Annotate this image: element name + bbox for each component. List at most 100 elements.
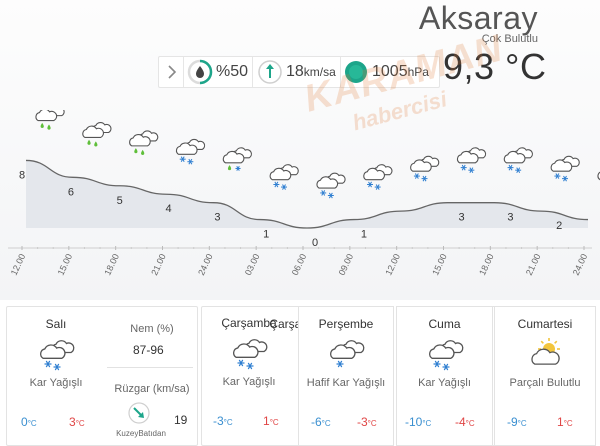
temperature-value-label: 3 xyxy=(214,212,220,224)
forecast-day-1[interactable]: Çarşamba Kar Yağışlı -3°C 1°C xyxy=(201,306,297,446)
min-temp-unit: °C xyxy=(422,419,432,428)
condition-text: Parçalı Bulutlu xyxy=(509,377,581,389)
max-temp-unit: °C xyxy=(367,419,377,428)
day-name: Çarşamba xyxy=(221,316,277,330)
snow-icon xyxy=(363,164,393,190)
day-name: Salı xyxy=(45,317,67,331)
max-temp: 3°C xyxy=(69,415,85,429)
min-temp: 0°C xyxy=(21,415,37,429)
forecast-day-4[interactable]: Cumartesi Parçalı Bulutlu -9°C 1°C xyxy=(494,306,596,446)
humidity-value: %50 xyxy=(216,63,249,80)
expand-chevron-icon[interactable] xyxy=(163,61,181,83)
temperature-value-label: 3 xyxy=(459,212,465,224)
daily-forecast: Salı Kar Yağışlı 0°C 3°C Nem (%) 87-96 R… xyxy=(0,306,600,446)
min-temp-value: -3 xyxy=(213,414,224,428)
wind-speed-unit: km/sa xyxy=(303,65,336,79)
temperature-value-label: 5 xyxy=(117,195,123,207)
current-condition: Çok Bulutlu xyxy=(481,33,538,45)
temperature-value-label: 8 xyxy=(19,169,25,181)
snow-icon xyxy=(229,336,269,370)
x-tick-label: 21.00 xyxy=(149,252,168,277)
forecast-card-today[interactable]: Salı Kar Yağışlı 0°C 3°C Nem (%) 87-96 R… xyxy=(6,306,198,446)
current-weather-panel: Aksaray Çok Bulutlu %50 18km/sa xyxy=(0,0,600,300)
rain-icon xyxy=(82,121,112,147)
min-temp: -3°C xyxy=(213,414,233,428)
snow-icon xyxy=(269,164,299,190)
condition-text: Hafif Kar Yağışlı xyxy=(306,377,386,389)
max-temp-value: 3 xyxy=(69,415,76,429)
temperature-value-label: 2 xyxy=(556,220,562,232)
max-temp-value: -3 xyxy=(357,415,368,429)
temperature-value-label: 3 xyxy=(507,212,513,224)
pressure-unit: hPa xyxy=(407,65,429,79)
wind-direction: KuzeyBatıdan xyxy=(116,429,166,438)
x-tick-label: 03.00 xyxy=(243,252,262,277)
forecast-day-3[interactable]: Cuma Kar Yağışlı -10°C -4°C xyxy=(396,306,493,446)
day-name: Cumartesi xyxy=(517,317,573,331)
snow-icon xyxy=(410,155,440,182)
current-temperature: 9,3 °C xyxy=(443,46,547,87)
temperature-value-label: 1 xyxy=(263,229,269,241)
divider xyxy=(252,57,253,87)
hourly-temperature-chart: 8 12.00 6 15.00 5 18.00 4 21.00 3 24.00 103.00 006.… xyxy=(8,110,600,277)
forecast-day-2[interactable]: Perşembe Hafif Kar Yağışlı -6°C -3°C xyxy=(298,306,394,446)
divider xyxy=(340,57,341,87)
x-tick-label: 15.00 xyxy=(430,252,449,277)
min-temp-value: -6 xyxy=(311,415,322,429)
snow-icon xyxy=(456,147,487,173)
humidity-label: Nem (%) xyxy=(130,323,174,335)
light-snow-icon xyxy=(326,337,366,371)
max-temp-value: 1 xyxy=(557,415,564,429)
x-tick-label: 24.00 xyxy=(571,252,590,277)
min-temp-unit: °C xyxy=(223,418,233,427)
snow-icon xyxy=(550,155,580,182)
x-tick-label: 12.00 xyxy=(383,252,402,277)
day-name: Perşembe xyxy=(318,317,374,331)
x-tick-label: 09.00 xyxy=(337,252,356,277)
wind-speed-value: 18 xyxy=(286,63,304,80)
max-temp: -4°C xyxy=(455,415,475,429)
max-temp: 1°C xyxy=(263,414,279,428)
snow-icon xyxy=(36,337,76,371)
rain-icon xyxy=(129,130,159,155)
snow-icon xyxy=(316,172,346,199)
x-tick-label: 24.00 xyxy=(196,252,215,277)
temperature-value-label: 0 xyxy=(312,237,318,249)
x-tick-label: 18.00 xyxy=(477,252,496,277)
humidity-range: 87-96 xyxy=(133,343,164,357)
max-temp-value: -4 xyxy=(455,415,466,429)
wind-speed-value: 19 xyxy=(174,413,188,427)
max-temp-value: 1 xyxy=(263,414,270,428)
partly-cloudy-icon xyxy=(525,337,565,371)
divider xyxy=(107,367,193,368)
min-temp-unit: °C xyxy=(321,419,331,428)
x-tick-label: 18.00 xyxy=(102,252,121,277)
temperature-area xyxy=(26,160,588,228)
pressure: 1005hPa xyxy=(372,63,429,81)
temperature-value-label: 4 xyxy=(166,203,172,215)
snow-icon xyxy=(503,147,533,173)
stats-bar: %50 18km/sa 1005hPa xyxy=(158,56,440,88)
max-temp-unit: °C xyxy=(75,419,85,428)
city-name: Aksaray xyxy=(418,0,538,36)
snow-icon xyxy=(175,138,206,165)
wind-arrow-icon xyxy=(257,59,283,85)
condition-text: Kar Yağışlı xyxy=(29,377,83,389)
min-temp-value: 0 xyxy=(21,415,28,429)
wind-speed: 18km/sa xyxy=(286,63,336,81)
max-temp: -3°C xyxy=(357,415,377,429)
condition-text: Kar Yağışlı xyxy=(222,376,276,388)
min-temp: -10°C xyxy=(405,415,431,429)
min-temp: -6°C xyxy=(311,415,331,429)
x-tick-label: 21.00 xyxy=(524,252,543,277)
min-temp: -9°C xyxy=(507,415,527,429)
x-tick-label: 12.00 xyxy=(9,252,28,277)
divider xyxy=(183,57,184,87)
temperature-value-label: 6 xyxy=(68,186,74,198)
pressure-icon xyxy=(344,60,368,84)
day-name: Cuma xyxy=(428,317,461,331)
max-temp: 1°C xyxy=(557,415,573,429)
x-tick-label: 06.00 xyxy=(290,252,309,277)
humidity-gauge-icon xyxy=(187,59,213,85)
x-tick-label: 15.00 xyxy=(56,252,75,277)
